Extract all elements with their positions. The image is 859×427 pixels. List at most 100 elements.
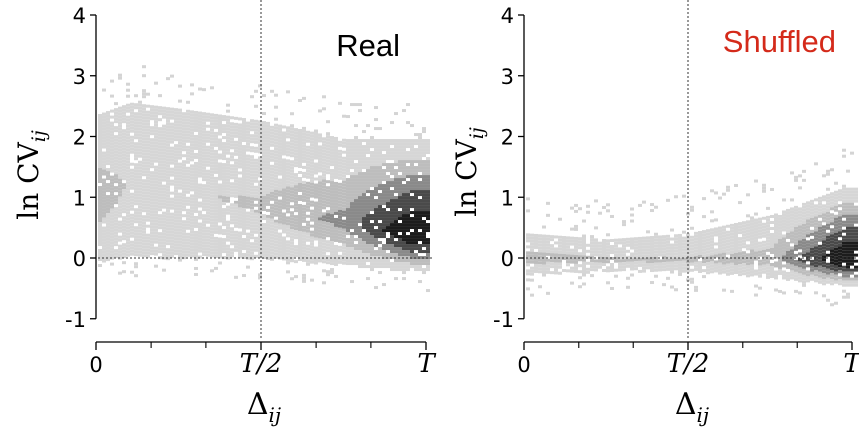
heatmap-cell (314, 222, 318, 226)
heatmap-cell (334, 262, 338, 266)
heatmap-cell (274, 210, 278, 214)
heatmap-cell (550, 235, 554, 239)
heatmap-cell (338, 194, 342, 198)
heatmap-cell (590, 241, 594, 245)
heatmap-cell (802, 178, 806, 182)
heatmap-cell (118, 139, 122, 143)
heatmap-cell (810, 250, 814, 254)
heatmap-cell (146, 191, 150, 195)
heatmap-cell (774, 264, 778, 268)
heatmap-cell (810, 274, 814, 278)
heatmap-cell (778, 223, 782, 227)
heatmap-cell (326, 156, 330, 160)
heatmap-cell (338, 164, 342, 168)
heatmap-cell (346, 205, 350, 209)
heatmap-cell (822, 219, 826, 223)
heatmap-cell (802, 244, 806, 248)
heatmap-cell (186, 100, 190, 104)
heatmap-cell (126, 142, 130, 146)
heatmap-cell (590, 274, 594, 278)
heatmap-cell (566, 254, 570, 258)
heatmap-cell (174, 207, 178, 211)
heatmap-cell (798, 225, 802, 229)
heatmap-cell (410, 163, 414, 167)
heatmap-cell (582, 243, 586, 247)
heatmap-cell (110, 262, 114, 266)
heatmap-cell (98, 123, 102, 127)
heatmap-cell (242, 238, 246, 242)
heatmap-cell (770, 187, 774, 191)
heatmap-cell (254, 191, 258, 195)
heatmap-cell (814, 219, 818, 223)
heatmap-cell (794, 238, 798, 242)
heatmap-cell (350, 154, 354, 158)
heatmap-cell (102, 145, 106, 149)
heatmap-cell (554, 235, 558, 239)
heatmap-cell (294, 230, 298, 234)
heatmap-cell (366, 226, 370, 230)
heatmap-cell (158, 214, 162, 218)
heatmap-cell (246, 199, 250, 203)
heatmap-cell (302, 195, 306, 199)
heatmap-cell (158, 172, 162, 176)
heatmap-cell (534, 269, 538, 273)
heatmap-cell (538, 249, 542, 253)
heatmap-cell (230, 125, 234, 129)
heatmap-cell (218, 192, 222, 196)
heatmap-cell (770, 238, 774, 242)
heatmap-cell (350, 139, 354, 143)
heatmap-cell (246, 145, 250, 149)
heatmap-cell (298, 170, 302, 174)
heatmap-cell (190, 137, 194, 141)
heatmap-cell (422, 238, 426, 242)
heatmap-cell (658, 241, 662, 245)
heatmap-cell (398, 166, 402, 170)
heatmap-cell (142, 134, 146, 138)
heatmap-cell (698, 230, 702, 234)
heatmap-cell (426, 244, 430, 248)
heatmap-cell (118, 166, 122, 170)
heatmap-cell (394, 196, 398, 200)
heatmap-cell (250, 170, 254, 174)
heatmap-cell (174, 222, 178, 226)
heatmap-cell (370, 205, 374, 209)
heatmap-cell (714, 248, 718, 252)
heatmap-cell (114, 213, 118, 217)
heatmap-cell (778, 253, 782, 257)
heatmap-cell (422, 154, 426, 158)
heatmap-cell (670, 258, 674, 262)
heatmap-cell (122, 105, 126, 109)
heatmap-cell (190, 218, 194, 222)
heatmap-cell (394, 181, 398, 185)
heatmap-cell (186, 235, 190, 239)
heatmap-cell (738, 255, 742, 259)
heatmap-cell (722, 192, 726, 196)
heatmap-cell (366, 139, 370, 143)
heatmap-cell (170, 248, 174, 252)
heatmap-cell (286, 195, 290, 199)
heatmap-cell (214, 164, 218, 168)
heatmap-cell (358, 232, 362, 236)
heatmap-cell (226, 169, 230, 173)
heatmap-cell (154, 189, 158, 193)
heatmap-cell (830, 213, 834, 217)
heatmap-cell (658, 235, 662, 239)
heatmap-cell (334, 193, 338, 197)
heatmap-cell (806, 201, 810, 205)
heatmap-cell (790, 234, 794, 238)
heatmap-cell (558, 262, 562, 266)
heatmap-cell (214, 143, 218, 147)
heatmap-cell (110, 151, 114, 155)
heatmap-cell (338, 215, 342, 219)
heatmap-cell (326, 234, 330, 238)
heatmap-cell (358, 175, 362, 179)
heatmap-cell (310, 194, 314, 198)
heatmap-cell (126, 178, 130, 182)
heatmap-cell (278, 145, 282, 149)
heatmap-cell (558, 241, 562, 245)
heatmap-cell (706, 253, 710, 257)
heatmap-cell (106, 225, 110, 229)
heatmap-cell (414, 142, 418, 146)
heatmap-cell (262, 181, 266, 185)
heatmap-cell (110, 169, 114, 173)
